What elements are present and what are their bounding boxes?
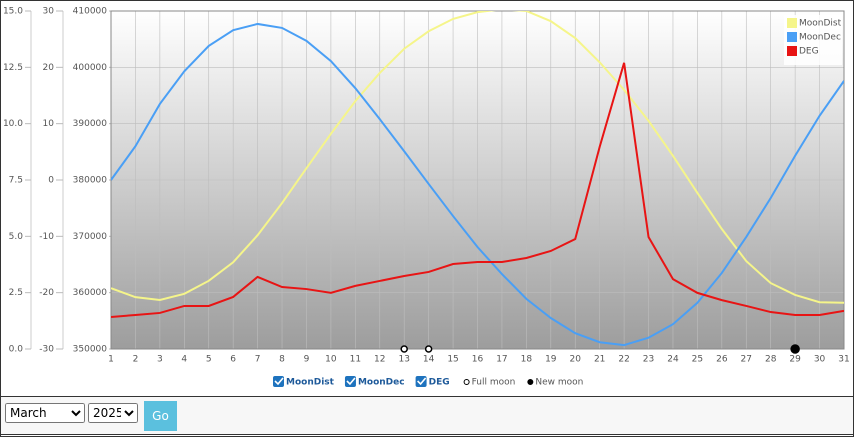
y-tick-label: 360000 — [73, 288, 108, 298]
x-tick-label: 23 — [643, 355, 654, 365]
legend-label: DEG — [799, 47, 819, 57]
check — [346, 377, 356, 386]
y-tick-label: 30 — [43, 7, 55, 17]
marker-label: New moon — [535, 378, 583, 388]
y-tick-label: 350000 — [73, 345, 108, 355]
y-tick-label: 370000 — [73, 232, 108, 242]
x-tick-label: 7 — [255, 355, 261, 365]
series-checkbox[interactable] — [415, 376, 427, 387]
series-line — [111, 62, 844, 318]
moon-marker — [790, 344, 800, 354]
check — [274, 377, 284, 386]
legend-swatch — [787, 46, 797, 56]
x-tick-label: 26 — [716, 355, 728, 365]
series-checkbox[interactable] — [344, 376, 356, 387]
marker-label: Full moon — [472, 378, 516, 388]
year-select[interactable]: 2025 — [88, 403, 138, 423]
legend-label: MoonDec — [799, 33, 841, 43]
x-tick-label: 25 — [692, 355, 703, 365]
y-tick-label: 400000 — [73, 63, 108, 73]
x-tick-label: 17 — [496, 355, 507, 365]
x-tick-label: 3 — [157, 355, 163, 365]
x-tick-label: 21 — [594, 355, 605, 365]
controls: March 2025 Go — [1, 396, 853, 435]
y-tick-label: 390000 — [73, 119, 108, 129]
y-tick-label: 0.0 — [9, 345, 24, 355]
y-tick-label: 15.0 — [3, 7, 23, 17]
legend-label: MoonDist — [799, 19, 842, 29]
x-tick-label: 29 — [789, 355, 801, 365]
x-tick-label: 18 — [521, 355, 533, 365]
x-tick-label: 1 — [108, 355, 114, 365]
series-group — [111, 11, 844, 347]
x-tick-label: 31 — [838, 355, 849, 365]
x-tick-label: 19 — [545, 355, 557, 365]
x-tick-label: 27 — [741, 355, 752, 365]
x-tick-label: 8 — [279, 355, 285, 365]
go-button[interactable]: Go — [144, 401, 177, 431]
x-tick-label: 11 — [350, 355, 361, 365]
series-toggle-label: MoonDist — [286, 378, 335, 388]
series-line — [111, 22, 844, 347]
x-tick-label: 22 — [618, 355, 629, 365]
moon-marker — [400, 345, 408, 353]
x-tick-label: 12 — [374, 355, 385, 365]
x-tick-label: 10 — [325, 355, 337, 365]
x-tick-label: 28 — [765, 355, 777, 365]
series-line — [111, 11, 844, 304]
y-tick-label: -20 — [39, 288, 54, 298]
check — [417, 377, 427, 386]
month-select[interactable]: March — [5, 403, 85, 423]
x-tick-label: 5 — [206, 355, 212, 365]
y-tick-label: 7.5 — [9, 176, 23, 186]
x-tick-label: 24 — [667, 355, 679, 365]
moon-marker — [424, 345, 433, 353]
y-tick-label: 5.0 — [9, 232, 24, 242]
y-tick-label: 0 — [48, 176, 54, 186]
legend-swatch — [787, 18, 797, 28]
marker-key — [463, 379, 470, 385]
series-checkbox[interactable] — [273, 376, 284, 387]
y-tick-label: 410000 — [73, 7, 108, 17]
legend-swatch — [787, 32, 797, 42]
x-tick-label: 6 — [230, 355, 236, 365]
series-toggle-label: DEG — [429, 378, 450, 388]
y-tick-label: 20 — [43, 63, 55, 73]
x-tick-label: 9 — [304, 355, 310, 365]
series-toggle-label: MoonDec — [358, 378, 405, 388]
x-tick-label: 4 — [181, 355, 187, 365]
y-tick-label: 10.0 — [3, 119, 23, 129]
x-tick-label: 13 — [398, 355, 409, 365]
y-tick-label: 380000 — [73, 176, 108, 186]
y-tick-label: 2.5 — [9, 288, 23, 298]
y-tick-label: -30 — [39, 345, 54, 355]
x-tick-label: 14 — [423, 355, 435, 365]
y-tick-label: 10 — [43, 119, 55, 129]
x-tick-label: 15 — [447, 355, 458, 365]
x-tick-label: 2 — [133, 355, 139, 365]
chart: 1 2 3 4 5 6 7 8 9 10 11 12 13 14 15 16 17 18 19 20 21 22 23 24 2… — [3, 7, 850, 388]
marker-key — [527, 379, 534, 385]
x-tick-label: 30 — [814, 355, 826, 365]
x-tick-label: 16 — [472, 355, 484, 365]
y-tick-label: -10 — [39, 232, 54, 242]
y-tick-label: 12.5 — [3, 63, 23, 73]
x-tick-label: 20 — [570, 355, 582, 365]
